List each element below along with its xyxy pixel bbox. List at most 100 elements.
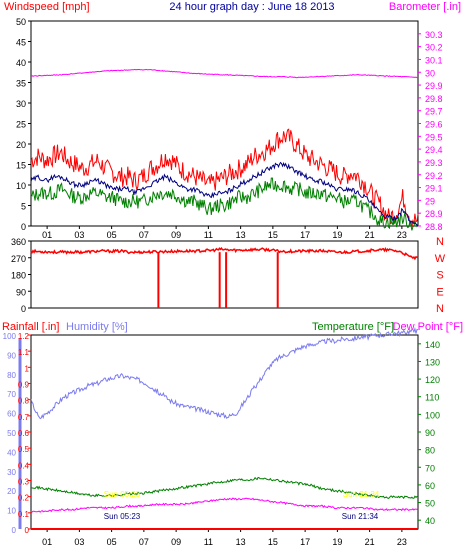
compass-label: S [436, 270, 443, 282]
baro-tick-label: 29.8 [425, 94, 443, 104]
baro-tick-label: 29.5 [425, 132, 443, 142]
baro-tick-label: 30.1 [425, 55, 443, 65]
wind-x-tick-label: 03 [74, 230, 84, 240]
wind-x-tick-label: 23 [397, 230, 407, 240]
rain-ylabel: Rainfall [.in] [2, 321, 59, 333]
temp-tick-label: 130 [425, 357, 440, 367]
wind-tick-label: 15 [16, 161, 26, 171]
wind-x-axis-ticks: 01 03 05 07 09 11 13 15 17 19 21 23 [42, 226, 407, 240]
baro-tick-label: 29.1 [425, 184, 443, 194]
thermo-x-tick-label: 21 [365, 537, 375, 547]
dir-tick-label: 90 [16, 287, 26, 297]
baro-series-line [30, 68, 419, 79]
humidity-ylabel: Humidity [%] [66, 321, 128, 333]
humidity-tick-label: 20 [7, 487, 16, 496]
temp-tick-label: 50 [425, 499, 435, 509]
baro-tick-label: 29.3 [425, 158, 443, 168]
thermo-x-tick-label: 19 [332, 537, 342, 547]
wind-tick-label: 10 [16, 181, 26, 191]
wind-tick-label: 35 [16, 79, 26, 89]
wind-x-tick-label: 07 [139, 230, 149, 240]
wind-tick-label: 5 [21, 202, 26, 212]
baro-tick-label: 29.9 [425, 81, 443, 91]
rain-tick-label: 1 [25, 364, 30, 373]
baro-axis-ticks: 28.8 28.9 29 29.1 29.2 29.3 29.4 29.5 29.6 29.7 29… [418, 30, 443, 232]
wind-tick-label: 0 [21, 222, 26, 232]
rain-tick-label: 0.8 [18, 397, 30, 406]
sunrise-label: Sun 05:23 [104, 512, 141, 521]
wind-tick-label: 45 [16, 38, 26, 48]
compass-label: W [435, 253, 446, 265]
rain-tick-label: 0 [25, 526, 30, 535]
temp-tick-label: 60 [425, 481, 435, 491]
humidity-tick-label: 40 [7, 448, 16, 457]
baro-tick-label: 30 [425, 68, 435, 78]
rain-tick-label: 1.1 [18, 348, 30, 357]
dir-series-line [30, 246, 419, 261]
thermo-x-tick-label: 23 [397, 537, 407, 547]
thermo-x-tick-label: 15 [268, 537, 278, 547]
sunset-label: Sun 21:34 [342, 512, 379, 521]
rain-tick-label: 0.3 [18, 478, 30, 487]
temp-ylabel: Temperature [°F] [312, 321, 394, 333]
temp-tick-label: 40 [425, 516, 435, 526]
humidity-tick-label: 60 [7, 410, 16, 419]
humidity-tick-label: 10 [7, 507, 16, 516]
temp-tick-label: 100 [425, 410, 440, 420]
baro-ylabel: Barometer [.in] [389, 1, 461, 13]
rain-tick-label: 0.4 [18, 461, 30, 470]
baro-tick-label: 29.6 [425, 120, 443, 130]
rain-tick-label: 0.5 [18, 445, 30, 454]
wind-tick-label: 25 [16, 120, 26, 130]
thermo-plot-frame [30, 334, 419, 530]
temp-tick-label: 110 [425, 393, 439, 403]
thermo-x-axis-ticks: 01 03 05 07 09 11 13 15 17 19 21 23 [42, 529, 407, 547]
wind-x-tick-label: 01 [42, 230, 52, 240]
wind-axis-ticks: 0 5 10 15 20 25 30 35 40 45 50 [16, 17, 31, 232]
dir-axis-ticks: 0 90 180 270 360 [11, 237, 31, 314]
rain-tick-label: 0.7 [18, 413, 30, 422]
baro-tick-label: 29 [425, 196, 435, 206]
humidity-tick-label: 100 [3, 332, 17, 341]
wind-tick-label: 20 [16, 140, 26, 150]
wind-x-tick-label: 05 [107, 230, 117, 240]
thermo-panel: Rainfall [.in] Humidity [%] Temperature … [2, 321, 463, 547]
dir-tick-label: 180 [11, 271, 26, 281]
temp-tick-label: 70 [425, 463, 435, 473]
humidity-tick-label: 50 [7, 429, 16, 438]
thermo-series-group [30, 326, 419, 530]
thermo-x-tick-label: 09 [171, 537, 181, 547]
thermo-x-tick-label: 05 [107, 537, 117, 547]
wind-x-tick-label: 19 [332, 230, 342, 240]
wind-low-series-line [30, 177, 419, 231]
wind-panel: Windspeed [mph] 24 hour graph day : June… [4, 1, 461, 240]
baro-tick-label: 29.4 [425, 145, 443, 155]
humidity-series-line [30, 326, 419, 420]
dir-tick-label: 270 [11, 254, 26, 264]
temp-tick-label: 90 [425, 428, 435, 438]
humidity-tick-label: 30 [7, 468, 16, 477]
thermo-x-tick-label: 17 [300, 537, 310, 547]
wind-tick-label: 30 [16, 99, 26, 109]
thermo-x-tick-label: 01 [42, 537, 52, 547]
wind-tick-label: 40 [16, 58, 26, 68]
baro-tick-label: 30.3 [425, 30, 443, 40]
wind-x-tick-label: 21 [365, 230, 375, 240]
temp-axis-ticks: 40 50 60 70 80 90 100 110 120 130 140 [418, 340, 440, 526]
baro-tick-label: 29.7 [425, 107, 443, 117]
temp-series-line [30, 476, 419, 500]
thermo-x-tick-label: 07 [139, 537, 149, 547]
humidity-tick-label: 90 [7, 351, 16, 360]
compass-label: N [436, 236, 444, 248]
wind-tick-label: 50 [16, 17, 26, 27]
chart-title: 24 hour graph day : June 18 2013 [169, 1, 334, 13]
wind-x-tick-label: 09 [171, 230, 181, 240]
baro-tick-label: 28.8 [425, 222, 443, 232]
wind-ylabel: Windspeed [mph] [4, 1, 90, 13]
humidity-axis-ticks: 0 10 20 30 40 50 60 70 80 90 100 [3, 332, 17, 535]
temp-tick-label: 80 [425, 446, 435, 456]
gust-series-line [30, 128, 419, 227]
wind-x-tick-label: 11 [204, 230, 213, 240]
